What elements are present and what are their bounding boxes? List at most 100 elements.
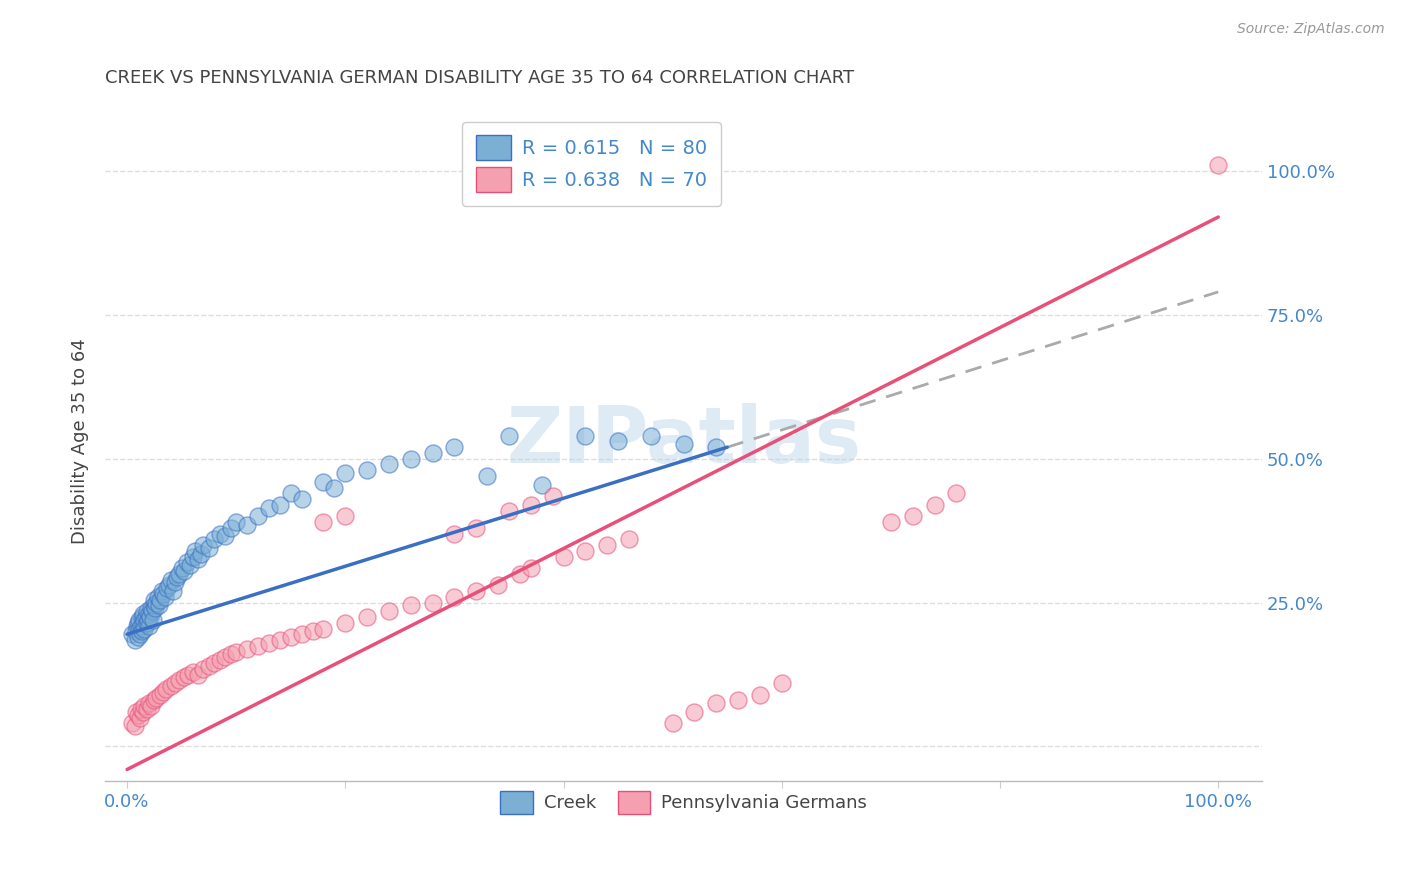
Point — [139, 601, 162, 615]
Point — [165, 575, 187, 590]
Point — [596, 538, 619, 552]
Point — [335, 466, 357, 480]
Point — [924, 498, 946, 512]
Point — [269, 498, 291, 512]
Point — [142, 613, 165, 627]
Point — [378, 604, 401, 618]
Point — [520, 498, 543, 512]
Point — [335, 615, 357, 630]
Text: CREEK VS PENNSYLVANIA GERMAN DISABILITY AGE 35 TO 64 CORRELATION CHART: CREEK VS PENNSYLVANIA GERMAN DISABILITY … — [105, 69, 855, 87]
Point — [236, 517, 259, 532]
Point — [169, 566, 191, 581]
Point — [181, 549, 204, 564]
Point — [131, 610, 153, 624]
Point — [443, 526, 465, 541]
Point — [257, 636, 280, 650]
Point — [301, 624, 323, 639]
Point — [152, 685, 174, 699]
Point — [225, 644, 247, 658]
Point — [170, 561, 193, 575]
Point — [139, 699, 162, 714]
Point — [553, 549, 575, 564]
Point — [640, 428, 662, 442]
Point — [422, 446, 444, 460]
Point — [138, 618, 160, 632]
Point — [165, 676, 187, 690]
Point — [138, 696, 160, 710]
Point — [269, 632, 291, 647]
Point — [183, 544, 205, 558]
Point — [246, 509, 269, 524]
Point — [152, 587, 174, 601]
Point — [661, 716, 683, 731]
Point — [145, 596, 167, 610]
Point — [465, 521, 488, 535]
Point — [202, 533, 225, 547]
Point — [176, 555, 198, 569]
Point — [443, 590, 465, 604]
Point — [129, 618, 152, 632]
Point — [1206, 158, 1229, 172]
Point — [173, 670, 195, 684]
Point — [169, 673, 191, 688]
Point — [181, 665, 204, 679]
Point — [134, 622, 156, 636]
Point — [187, 552, 209, 566]
Point — [530, 477, 553, 491]
Point — [149, 592, 172, 607]
Point — [312, 515, 335, 529]
Point — [219, 521, 242, 535]
Point — [143, 592, 166, 607]
Point — [727, 693, 749, 707]
Point — [129, 627, 152, 641]
Point — [177, 667, 200, 681]
Point — [121, 716, 143, 731]
Point — [124, 632, 146, 647]
Point — [125, 618, 148, 632]
Point — [246, 639, 269, 653]
Point — [214, 650, 236, 665]
Point — [155, 681, 177, 696]
Point — [291, 627, 314, 641]
Point — [214, 529, 236, 543]
Point — [155, 590, 177, 604]
Point — [157, 578, 180, 592]
Point — [135, 604, 157, 618]
Point — [127, 707, 149, 722]
Point — [166, 570, 188, 584]
Point — [880, 515, 903, 529]
Point — [312, 475, 335, 489]
Legend: Creek, Pennsylvania Germans: Creek, Pennsylvania Germans — [491, 781, 876, 823]
Point — [128, 613, 150, 627]
Point — [135, 610, 157, 624]
Point — [135, 702, 157, 716]
Point — [132, 615, 155, 630]
Point — [520, 561, 543, 575]
Point — [399, 451, 422, 466]
Point — [149, 688, 172, 702]
Point — [291, 491, 314, 506]
Point — [145, 601, 167, 615]
Point — [125, 624, 148, 639]
Point — [159, 573, 181, 587]
Point — [901, 509, 924, 524]
Point — [146, 590, 169, 604]
Point — [335, 509, 357, 524]
Point — [704, 696, 727, 710]
Point — [134, 699, 156, 714]
Point — [139, 610, 162, 624]
Point — [127, 615, 149, 630]
Point — [704, 440, 727, 454]
Point — [190, 547, 212, 561]
Point — [128, 622, 150, 636]
Point — [141, 604, 163, 618]
Point — [131, 624, 153, 639]
Point — [280, 486, 302, 500]
Point — [202, 656, 225, 670]
Point — [257, 500, 280, 515]
Point — [617, 533, 640, 547]
Point — [509, 566, 531, 581]
Point — [465, 584, 488, 599]
Point — [143, 599, 166, 613]
Point — [129, 702, 152, 716]
